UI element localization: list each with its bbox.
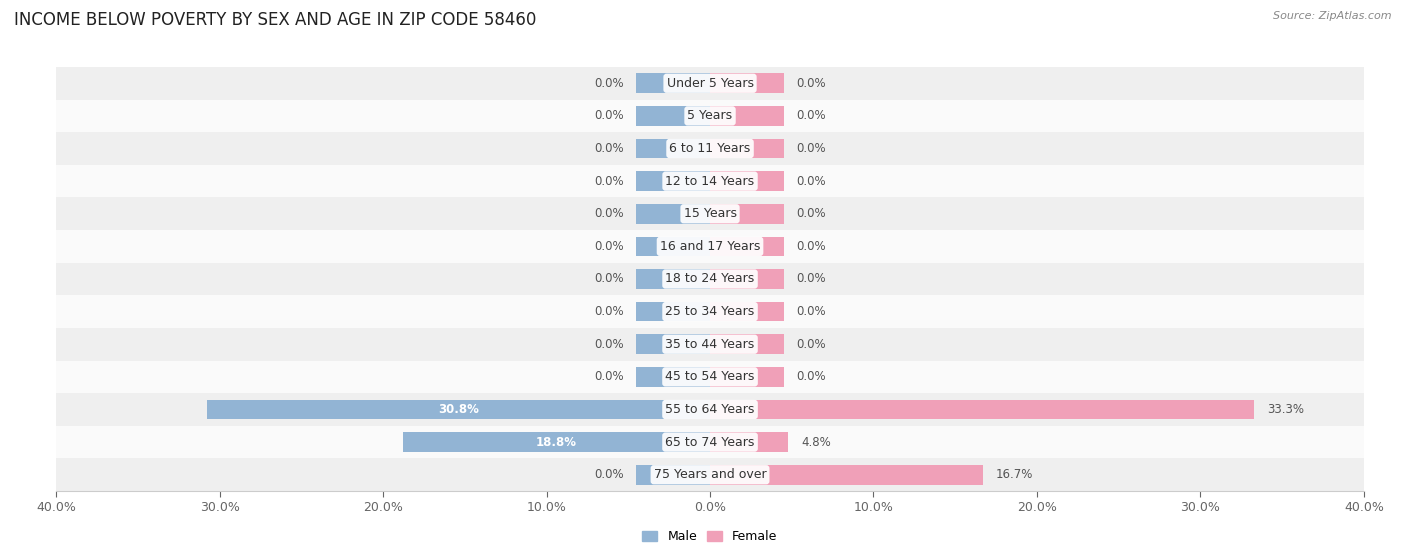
Bar <box>56 328 1364 360</box>
Text: INCOME BELOW POVERTY BY SEX AND AGE IN ZIP CODE 58460: INCOME BELOW POVERTY BY SEX AND AGE IN Z… <box>14 11 537 29</box>
Text: Source: ZipAtlas.com: Source: ZipAtlas.com <box>1274 11 1392 21</box>
Text: 0.0%: 0.0% <box>593 175 623 187</box>
Bar <box>637 302 710 321</box>
Bar <box>56 426 1364 459</box>
Text: 30.8%: 30.8% <box>437 403 479 416</box>
Bar <box>56 67 1364 99</box>
Text: 0.0%: 0.0% <box>593 77 623 90</box>
Bar <box>637 367 710 387</box>
Text: 0.0%: 0.0% <box>797 371 827 383</box>
Bar <box>710 237 783 256</box>
Text: 35 to 44 Years: 35 to 44 Years <box>665 338 755 351</box>
Bar <box>710 334 783 354</box>
Bar <box>710 204 783 224</box>
Text: 0.0%: 0.0% <box>797 338 827 351</box>
Bar <box>710 269 783 289</box>
Bar <box>710 400 1254 419</box>
Text: 5 Years: 5 Years <box>688 109 733 122</box>
Text: 0.0%: 0.0% <box>593 142 623 155</box>
Bar <box>56 295 1364 328</box>
Bar <box>637 106 710 126</box>
Text: 6 to 11 Years: 6 to 11 Years <box>669 142 751 155</box>
Text: 0.0%: 0.0% <box>593 272 623 286</box>
Text: Under 5 Years: Under 5 Years <box>666 77 754 90</box>
Text: 0.0%: 0.0% <box>593 240 623 253</box>
Text: 18.8%: 18.8% <box>536 436 576 449</box>
Bar <box>637 334 710 354</box>
Text: 0.0%: 0.0% <box>797 207 827 220</box>
Text: 0.0%: 0.0% <box>797 77 827 90</box>
Bar <box>56 99 1364 132</box>
Bar <box>710 465 983 484</box>
Text: 0.0%: 0.0% <box>593 207 623 220</box>
Text: 0.0%: 0.0% <box>593 305 623 318</box>
Text: 0.0%: 0.0% <box>797 175 827 187</box>
Text: 0.0%: 0.0% <box>797 305 827 318</box>
Bar <box>56 360 1364 393</box>
Text: 0.0%: 0.0% <box>593 371 623 383</box>
Text: 0.0%: 0.0% <box>797 272 827 286</box>
Text: 16 and 17 Years: 16 and 17 Years <box>659 240 761 253</box>
Bar <box>207 400 710 419</box>
Text: 33.3%: 33.3% <box>1267 403 1305 416</box>
Bar <box>402 432 710 452</box>
Text: 65 to 74 Years: 65 to 74 Years <box>665 436 755 449</box>
Bar <box>56 263 1364 295</box>
Bar <box>710 74 783 93</box>
Bar <box>56 230 1364 263</box>
Bar <box>637 204 710 224</box>
Bar <box>710 106 783 126</box>
Bar <box>637 171 710 191</box>
Text: 55 to 64 Years: 55 to 64 Years <box>665 403 755 416</box>
Bar <box>56 393 1364 426</box>
Bar <box>56 165 1364 198</box>
Bar <box>710 139 783 158</box>
Text: 0.0%: 0.0% <box>593 468 623 481</box>
Bar <box>710 432 789 452</box>
Text: 15 Years: 15 Years <box>683 207 737 220</box>
Bar <box>710 302 783 321</box>
Bar <box>56 132 1364 165</box>
Text: 18 to 24 Years: 18 to 24 Years <box>665 272 755 286</box>
Bar <box>710 367 783 387</box>
Text: 25 to 34 Years: 25 to 34 Years <box>665 305 755 318</box>
Text: 75 Years and over: 75 Years and over <box>654 468 766 481</box>
Bar <box>56 459 1364 491</box>
Legend: Male, Female: Male, Female <box>637 526 783 549</box>
Text: 4.8%: 4.8% <box>801 436 831 449</box>
Text: 0.0%: 0.0% <box>593 109 623 122</box>
Text: 45 to 54 Years: 45 to 54 Years <box>665 371 755 383</box>
Text: 0.0%: 0.0% <box>593 338 623 351</box>
Bar <box>710 171 783 191</box>
Text: 0.0%: 0.0% <box>797 240 827 253</box>
Bar <box>637 465 710 484</box>
Bar <box>637 269 710 289</box>
Text: 16.7%: 16.7% <box>995 468 1033 481</box>
Text: 0.0%: 0.0% <box>797 109 827 122</box>
Bar <box>637 139 710 158</box>
Text: 0.0%: 0.0% <box>797 142 827 155</box>
Bar <box>637 237 710 256</box>
Bar <box>637 74 710 93</box>
Bar <box>56 198 1364 230</box>
Text: 12 to 14 Years: 12 to 14 Years <box>665 175 755 187</box>
